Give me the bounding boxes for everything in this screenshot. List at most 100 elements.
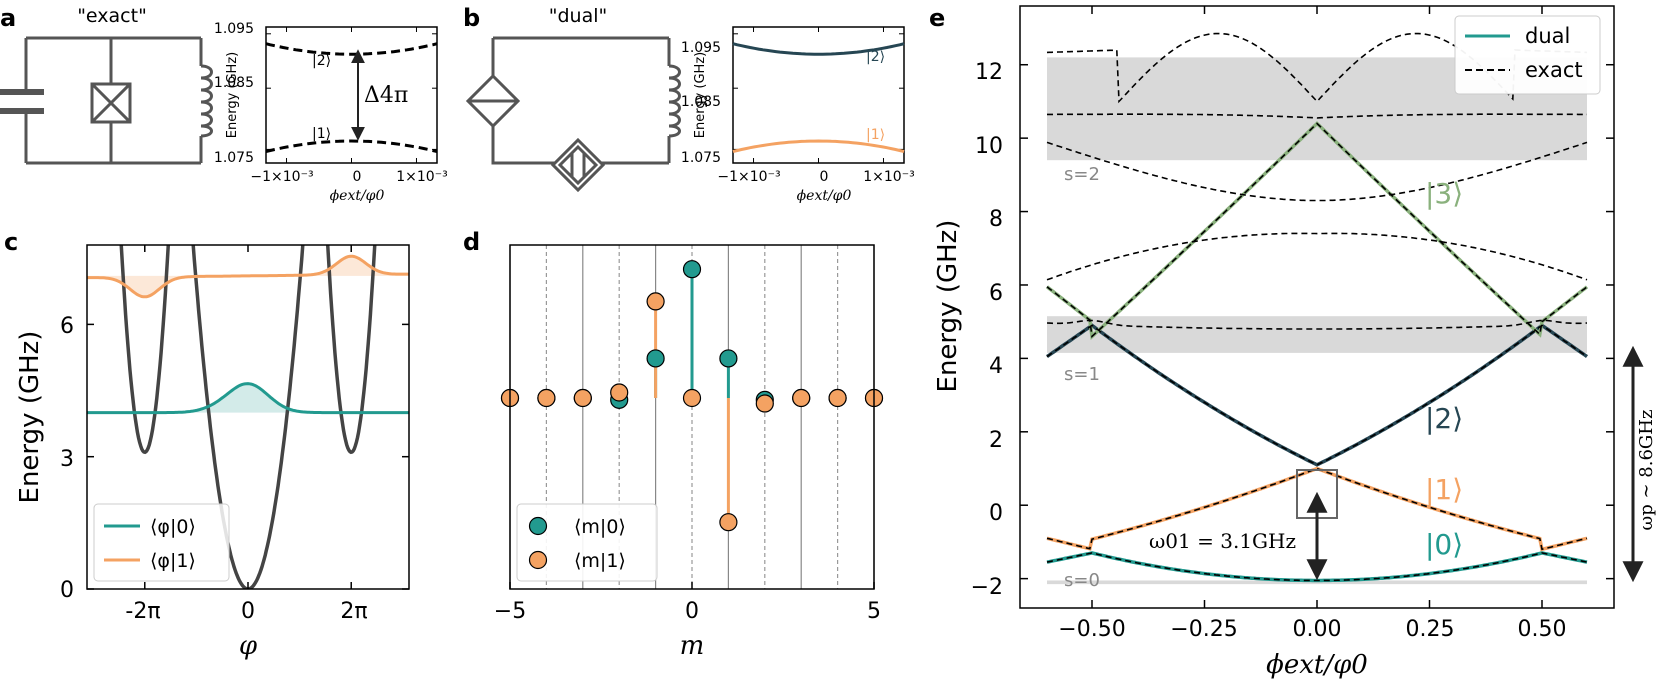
panel-e-xtick: 0.25 <box>1406 617 1455 642</box>
legend-psi0-label: ⟨φ|0⟩ <box>150 516 196 538</box>
panel-e-ytick: 2 <box>989 428 1003 453</box>
inset-a-state1-curve <box>265 139 438 153</box>
exact-level-1 <box>1046 467 1588 551</box>
inset-b-state2-label: |2⟩ <box>866 49 885 65</box>
panel-e-xtick: −0.50 <box>1058 617 1125 642</box>
panel-b-title: "dual" <box>549 5 608 27</box>
panel-c-letter: c <box>4 228 18 256</box>
psi0-curve <box>87 382 409 415</box>
psi1-fill <box>87 256 409 297</box>
panel-e-xlabel: ϕext/φ0 <box>1266 650 1368 680</box>
point-m1 <box>719 513 738 532</box>
panel-d-xtick: 0 <box>685 599 699 624</box>
inset-b-xtick: 1×10⁻³ <box>863 169 914 185</box>
panel-e-ytick: 6 <box>989 281 1003 306</box>
state0-label: |0⟩ <box>1425 528 1463 561</box>
band-label-s1: s=1 <box>1064 364 1100 385</box>
inset-b-ytick: 1.075 <box>681 150 721 166</box>
panel-e-ytick: 4 <box>989 354 1003 379</box>
band-s0 <box>1047 580 1587 585</box>
point-m0 <box>719 349 738 368</box>
point-m1 <box>755 394 774 413</box>
gap-label: Δ4π <box>364 83 408 108</box>
omega01-label: ω01 = 3.1GHz <box>1149 529 1296 553</box>
legend-m0-label: ⟨m|0⟩ <box>574 516 626 538</box>
panel-d-xtick: −5 <box>494 599 526 624</box>
inset-a-state2-label: |2⟩ <box>312 53 331 69</box>
panel-e-xtick: −0.25 <box>1170 617 1237 642</box>
exact-level-4 <box>1046 319 1588 330</box>
point-m1 <box>828 388 847 408</box>
omegap-label: ωp ∼ 8.6GHz <box>1636 410 1657 531</box>
point-m1 <box>792 388 811 408</box>
panel-c-legend: ⟨φ|0⟩ ⟨φ|1⟩ <box>93 503 230 582</box>
panel-d-letter: d <box>463 228 480 256</box>
panel-b-letter: b <box>463 4 480 32</box>
legend-m1-swatch <box>528 550 548 570</box>
panel-c-xtick: -2π <box>125 599 160 624</box>
point-m1 <box>610 383 629 402</box>
legend-box <box>93 503 230 582</box>
panel-e-xtick: 0.00 <box>1293 617 1342 642</box>
inset-b-state2-curve <box>732 42 905 56</box>
inset-b-ytick: 1.085 <box>681 94 721 110</box>
panel-e-ytick: 12 <box>975 60 1003 85</box>
panel-e-ytick: 10 <box>975 134 1003 159</box>
panel-c-xlabel: φ <box>239 631 258 661</box>
legend-m1-label: ⟨m|1⟩ <box>574 550 626 572</box>
legend-m0-swatch <box>528 516 548 536</box>
exact-level-3 <box>1046 122 1588 339</box>
panel-a: a "exact" 1.095 1.085 1.075 −1×10⁻³ 0 1×… <box>0 4 448 204</box>
panel-e-ytick: 0 <box>989 501 1003 526</box>
panel-c-xtick: 2π <box>340 599 367 624</box>
band-s1 <box>1047 316 1587 353</box>
panel-c-ytick: 6 <box>60 314 74 339</box>
inset-a: 1.095 1.085 1.075 −1×10⁻³ 0 1×10⁻³ Energ… <box>214 21 448 204</box>
inset-a-ylabel: Energy (GHz) <box>225 52 240 138</box>
inset-b-state1-label: |1⟩ <box>866 127 885 143</box>
inset-b: 1.095 1.085 1.075 −1×10⁻³ 0 1×10⁻³ Energ… <box>681 26 915 204</box>
dual-circuit <box>465 36 681 193</box>
point-m0 <box>646 349 665 368</box>
panel-c-xtick: 0 <box>241 599 255 624</box>
inset-a-state2-curve <box>265 42 438 56</box>
panel-d: d −5 0 5 m ⟨m|0⟩ ⟨m|1⟩ <box>463 228 884 661</box>
inset-b-ytick: 1.095 <box>681 40 721 56</box>
inset-a-state1-label: |1⟩ <box>312 126 331 142</box>
state1-label: |1⟩ <box>1425 473 1463 506</box>
exact-level-5 <box>1046 232 1588 281</box>
potential-curve <box>119 245 377 589</box>
panel-c: c 0 3 6 -2π 0 2π Energy (GHz) φ ⟨φ|0⟩ ⟨φ… <box>4 228 410 661</box>
point-m1 <box>646 292 665 311</box>
panel-e-ylabel: Energy (GHz) <box>933 220 963 393</box>
state3-label: |3⟩ <box>1425 177 1463 210</box>
inset-b-xtick: 0 <box>820 169 829 185</box>
psi0-fill <box>87 383 409 413</box>
inset-a-xtick: 1×10⁻³ <box>396 169 447 185</box>
panel-b: b "dual" 1.095 1.085 1.075 −1×10⁻³ 0 1×1… <box>463 4 915 204</box>
exact-circuit <box>0 36 213 165</box>
point-m0 <box>682 260 702 279</box>
point-m1 <box>682 388 702 408</box>
inset-a-ytick: 1.085 <box>214 75 254 91</box>
point-m1 <box>537 388 556 408</box>
exact-level-2 <box>1046 324 1588 466</box>
panel-e-letter: e <box>929 4 945 32</box>
panel-e-ytick: −2 <box>971 575 1003 600</box>
panel-e-xtick: 0.50 <box>1518 617 1567 642</box>
state2-label: |2⟩ <box>1425 402 1463 435</box>
legend-psi1-label: ⟨φ|1⟩ <box>150 550 196 572</box>
inset-a-xtick: −1×10⁻³ <box>250 169 313 185</box>
panel-e-ytick: 8 <box>989 207 1003 232</box>
inset-a-xlabel: ϕext/φ0 <box>330 188 385 204</box>
inset-b-xlabel: ϕext/φ0 <box>797 188 852 204</box>
panel-c-ytick: 3 <box>60 447 74 472</box>
psi1-curve <box>87 254 409 299</box>
inset-a-xtick: 0 <box>353 169 362 185</box>
point-m1 <box>573 388 592 408</box>
panel-d-xtick: 5 <box>867 599 881 624</box>
panel-e: e 12 10 8 6 4 2 0 −2 −0.50 −0.25 0.00 0.… <box>929 4 1657 680</box>
panel-a-letter: a <box>0 4 16 32</box>
panel-a-title: "exact" <box>77 5 147 27</box>
